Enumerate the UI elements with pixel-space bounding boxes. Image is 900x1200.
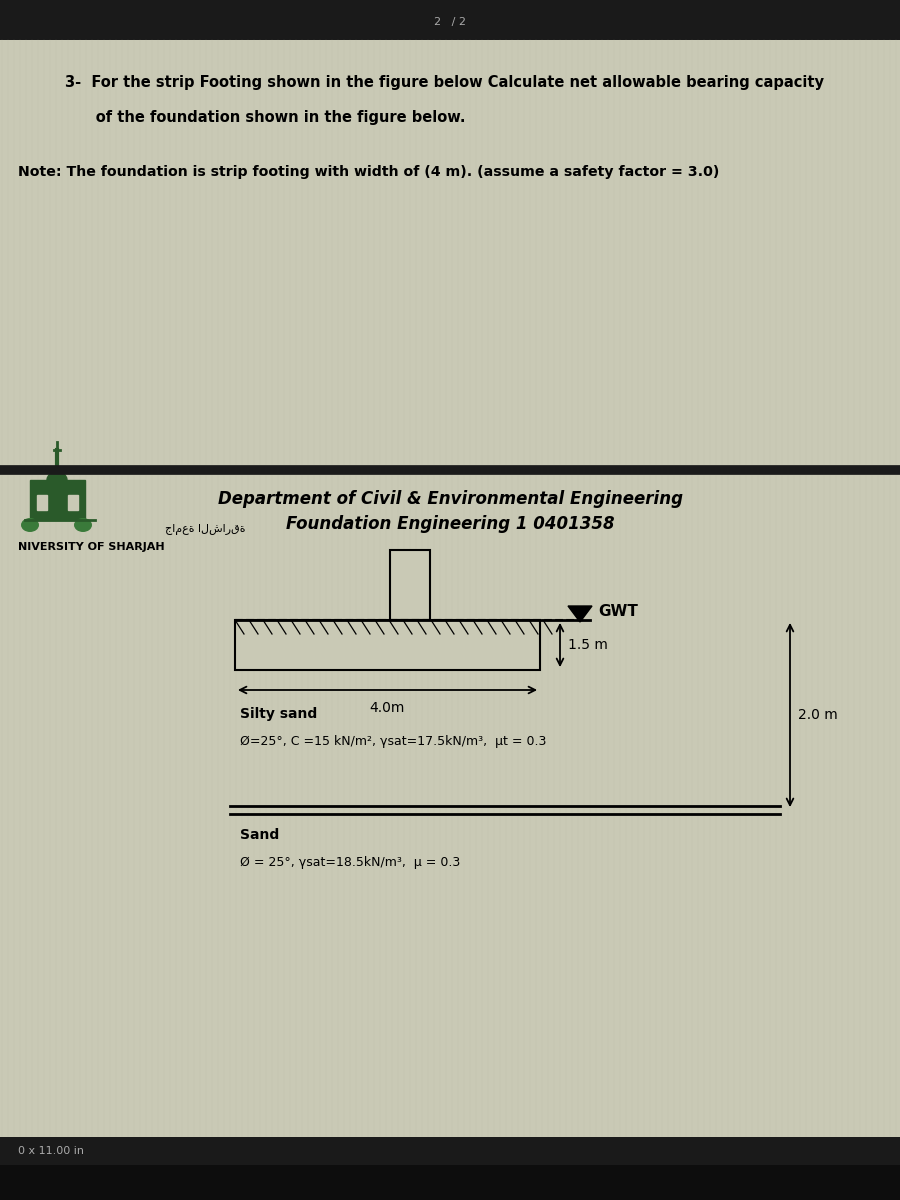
Text: 0 x 11.00 in: 0 x 11.00 in [18,1146,84,1156]
Text: Foundation Engineering 1 0401358: Foundation Engineering 1 0401358 [285,515,615,533]
Ellipse shape [74,518,92,532]
Ellipse shape [47,472,67,488]
Bar [37,494,47,510]
Text: 3-  For the strip Footing shown in the figure below Calculate net allowable bear: 3- For the strip Footing shown in the fi… [65,74,824,90]
Bar [0,1165,900,1200]
Bar [30,480,85,520]
Polygon shape [568,606,592,622]
Text: 2.0 m: 2.0 m [798,708,838,722]
Text: Ø=25°, C =15 kN/m², γsat=17.5kN/m³,  μt = 0.3: Ø=25°, C =15 kN/m², γsat=17.5kN/m³, μt =… [240,734,546,748]
Bar [0,0,900,40]
Ellipse shape [21,518,39,532]
Text: GWT: GWT [598,605,638,619]
Text: Note: The foundation is strip footing with width of (4 m). (assume a safety fact: Note: The foundation is strip footing wi… [18,164,719,179]
Text: 2   / 2: 2 / 2 [434,17,466,26]
Text: 1.5 m: 1.5 m [568,638,608,652]
Text: جامعة الشارقة: جامعة الشارقة [165,524,246,535]
Bar [390,550,430,620]
Bar [68,494,78,510]
Text: 4.0m: 4.0m [369,701,405,715]
Text: Ø = 25°, γsat=18.5kN/m³,  μ = 0.3: Ø = 25°, γsat=18.5kN/m³, μ = 0.3 [240,856,460,869]
Text: Sand: Sand [240,828,279,842]
Text: Silty sand: Silty sand [240,707,317,721]
Bar [0,1138,900,1165]
Text: of the foundation shown in the figure below.: of the foundation shown in the figure be… [65,110,465,125]
Bar [235,620,540,670]
Bar [0,470,900,1165]
Text: Department of Civil & Environmental Engineering: Department of Civil & Environmental Engi… [218,490,682,508]
Text: NIVERSITY OF SHARJAH: NIVERSITY OF SHARJAH [18,542,165,552]
